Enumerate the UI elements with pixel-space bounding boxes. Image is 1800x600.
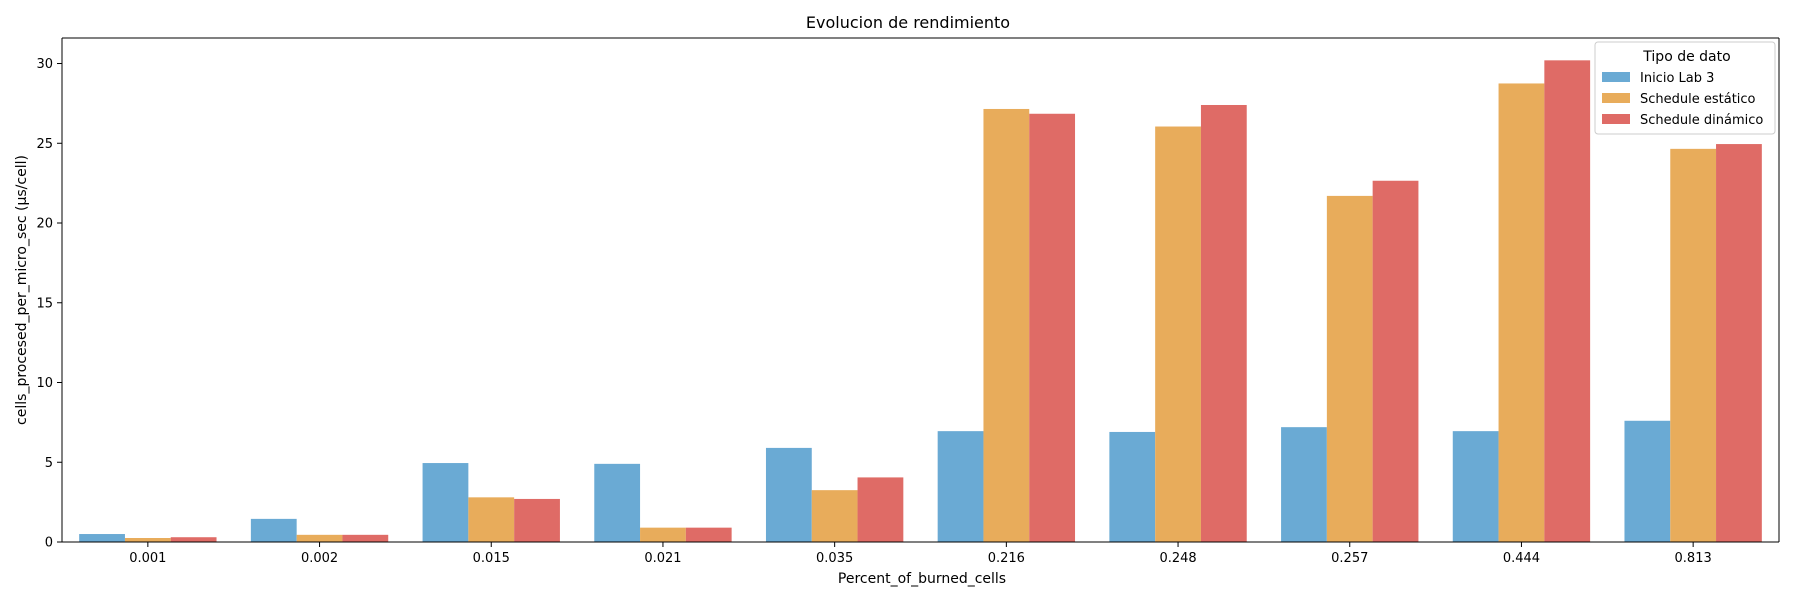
bar-schedule-din-mico-0.813 (1716, 144, 1762, 542)
bar-schedule-din-mico-0.002 (342, 534, 389, 542)
bar-schedule-est-tico-0.021 (640, 527, 686, 542)
x-axis-label: Percent_of_burned_cells (838, 571, 1006, 587)
bars-layer (79, 60, 1762, 543)
legend-swatch (1602, 93, 1630, 103)
bar-schedule-est-tico-0.257 (1326, 195, 1373, 542)
bar-schedule-est-tico-0.001 (124, 538, 171, 542)
bar-inicio-lab-3-0.021 (594, 463, 641, 542)
x-tick-label: 0.257 (1331, 551, 1368, 566)
legend-label: Inicio Lab 3 (1640, 71, 1714, 86)
bar-inicio-lab-3-0.002 (250, 518, 297, 542)
legend-title: Tipo de dato (1642, 49, 1730, 65)
y-tick-label: 25 (36, 137, 53, 152)
y-ticks: 0 5 10 15 20 25 30 (36, 57, 62, 551)
x-tick-label: 0.001 (129, 551, 166, 566)
bar-schedule-din-mico-0.248 (1200, 104, 1247, 543)
bar-inicio-lab-3-0.015 (422, 463, 469, 542)
bar-inicio-lab-3-0.257 (1281, 427, 1327, 542)
x-tick-label: 0.216 (988, 551, 1025, 566)
bar-inicio-lab-3-0.001 (79, 534, 125, 542)
bar-schedule-din-mico-0.021 (685, 527, 732, 542)
bar-schedule-est-tico-0.248 (1155, 126, 1201, 543)
bar-inicio-lab-3-0.813 (1624, 420, 1671, 542)
y-axis-label: cells_procesed_per_micro_sec (µs/cell) (14, 155, 30, 425)
legend: Tipo de dato Inicio Lab 3 Schedule estáti… (1594, 41, 1776, 135)
bar-schedule-est-tico-0.216 (983, 108, 1030, 542)
y-tick-label: 5 (45, 456, 53, 471)
x-tick-label: 0.021 (644, 551, 681, 566)
legend-label: Schedule dinámico (1640, 113, 1763, 128)
bar-inicio-lab-3-0.035 (765, 447, 812, 542)
x-ticks: 0.001 0.002 0.015 0.021 0.035 0.216 0.248 0.257… (129, 542, 1712, 566)
bar-schedule-est-tico-0.002 (296, 534, 343, 542)
y-tick-label: 10 (36, 376, 53, 391)
legend-label: Schedule estático (1640, 92, 1756, 107)
axes-layer (61, 37, 1780, 543)
bar-schedule-est-tico-0.444 (1498, 83, 1545, 543)
bar-schedule-din-mico-0.216 (1029, 113, 1076, 542)
x-tick-label: 0.813 (1675, 551, 1712, 566)
y-tick-label: 0 (45, 536, 53, 551)
legend-frame (1594, 41, 1776, 135)
bar-schedule-din-mico-0.015 (514, 498, 560, 542)
bar-inicio-lab-3-0.248 (1109, 431, 1156, 542)
legend-swatch (1602, 72, 1630, 82)
legend-items: Inicio Lab 3 Schedule estático Schedule di… (1602, 71, 1763, 128)
bar-inicio-lab-3-0.444 (1452, 431, 1499, 542)
x-tick-label: 0.035 (816, 551, 853, 566)
x-tick-label: 0.444 (1503, 551, 1540, 566)
bar-schedule-est-tico-0.015 (468, 497, 515, 542)
x-tick-label: 0.002 (301, 551, 338, 566)
bar-schedule-din-mico-0.257 (1372, 180, 1419, 542)
y-tick-label: 30 (36, 57, 53, 72)
bar-inicio-lab-3-0.216 (937, 431, 984, 542)
x-tick-label: 0.248 (1159, 551, 1196, 566)
legend-swatch (1602, 114, 1630, 124)
bar-schedule-est-tico-0.813 (1670, 148, 1717, 542)
y-tick-label: 20 (36, 217, 53, 232)
bar-schedule-din-mico-0.444 (1544, 60, 1591, 542)
chart-title: Evolucion de rendimiento (806, 13, 1010, 32)
y-tick-label: 15 (36, 296, 53, 311)
bar-schedule-din-mico-0.035 (857, 477, 904, 542)
bar-schedule-din-mico-0.001 (170, 537, 217, 542)
bar-schedule-est-tico-0.035 (811, 490, 858, 542)
x-tick-label: 0.015 (473, 551, 510, 566)
